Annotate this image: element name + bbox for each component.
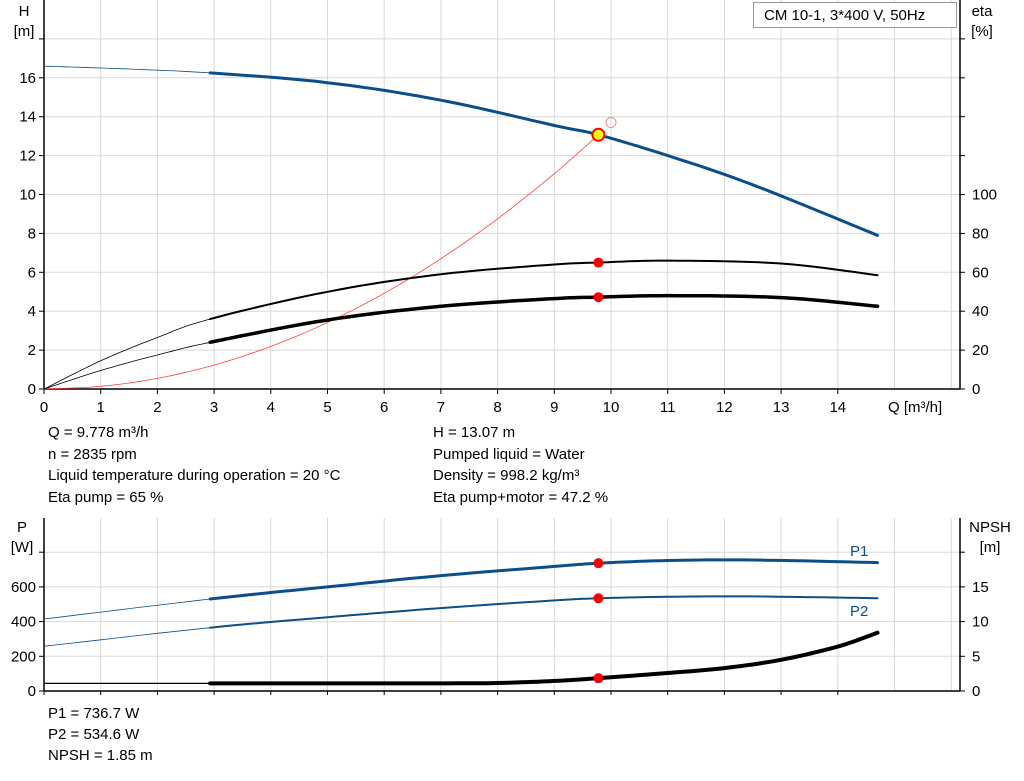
duty-point-eta-pump-marker xyxy=(593,257,604,268)
y2-axis-unit: [%] xyxy=(971,23,993,40)
npsh-curve xyxy=(208,630,880,686)
requested-point-marker xyxy=(605,117,617,129)
x-tick-label: 13 xyxy=(773,399,790,416)
duty-point-npsh-marker xyxy=(593,673,604,684)
y-tick-label: 10 xyxy=(19,187,36,204)
p1-label: P1 xyxy=(850,543,868,560)
x-tick-label: 8 xyxy=(493,399,501,416)
y-axis-unit: [m] xyxy=(14,23,35,40)
y-tick-label: 14 xyxy=(19,109,36,126)
info-p2: P2 = 534.6 W xyxy=(48,726,140,743)
info-npsh: NPSH = 1.85 m xyxy=(48,747,153,764)
info-head: H = 13.07 m xyxy=(433,424,516,441)
duty-point-head-marker xyxy=(591,127,606,142)
p-tick-label: 0 xyxy=(28,683,36,700)
info-flow: Q = 9.778 m³/h xyxy=(48,424,149,441)
x-tick-label: 0 xyxy=(40,399,48,416)
x-tick-label: 9 xyxy=(550,399,558,416)
y-tick-label: 0 xyxy=(28,381,36,398)
p-tick-label: 600 xyxy=(11,579,36,596)
p-tick-label: 400 xyxy=(11,614,36,631)
y2-tick-label: 0 xyxy=(972,381,980,398)
y-tick-label: 12 xyxy=(19,148,36,165)
x-tick-label: 3 xyxy=(210,399,218,416)
x-tick-label: 14 xyxy=(829,399,846,416)
p2-curve xyxy=(209,595,879,629)
duty-point-eta-total-marker xyxy=(593,292,604,303)
eta-pump-curve-extrapolated xyxy=(43,318,211,390)
x-tick-label: 7 xyxy=(437,399,445,416)
y-tick-label: 4 xyxy=(28,303,36,320)
y2-tick-label: 20 xyxy=(972,342,989,359)
system-curve xyxy=(43,134,599,390)
x-tick-label: 4 xyxy=(267,399,275,416)
p1-curve xyxy=(208,558,879,601)
x-tick-label: 12 xyxy=(716,399,733,416)
info-liquid: Pumped liquid = Water xyxy=(433,446,585,463)
npsh-tick-label: 10 xyxy=(972,614,989,631)
x-tick-label: 2 xyxy=(153,399,161,416)
info-temperature: Liquid temperature during operation = 20… xyxy=(48,467,341,484)
y-tick-label: 2 xyxy=(28,342,36,359)
duty-point-p2-marker xyxy=(593,593,604,604)
eta-total-curve xyxy=(208,293,880,345)
eta-pump-curve xyxy=(209,259,879,320)
info-density: Density = 998.2 kg/m³ xyxy=(433,467,580,484)
p-axis-label: P xyxy=(17,519,27,536)
head-curve-extrapolated xyxy=(43,65,211,74)
y2-tick-label: 100 xyxy=(972,187,997,204)
x-tick-label: 5 xyxy=(323,399,331,416)
p1-curve-extrapolated xyxy=(43,598,211,620)
y2-tick-label: 60 xyxy=(972,264,989,281)
info-eta-total: Eta pump+motor = 47.2 % xyxy=(433,489,609,506)
p2-curve-extrapolated xyxy=(43,627,211,647)
npsh-tick-label: 15 xyxy=(972,579,989,596)
y-tick-label: 6 xyxy=(28,264,36,281)
npsh-axis-label: NPSH xyxy=(969,519,1011,536)
npsh-axis-unit: [m] xyxy=(980,539,1001,556)
y2-axis-label: eta xyxy=(972,3,994,20)
p-axis-unit: [W] xyxy=(11,539,34,556)
info-p1: P1 = 736.7 W xyxy=(48,705,140,722)
x-tick-label: 10 xyxy=(603,399,620,416)
p-tick-label: 200 xyxy=(11,648,36,665)
info-speed: n = 2835 rpm xyxy=(48,446,137,463)
y-tick-label: 8 xyxy=(28,225,36,242)
chart-title: CM 10-1, 3*400 V, 50Hz xyxy=(753,2,957,28)
y2-tick-label: 80 xyxy=(972,225,989,242)
info-eta-pump: Eta pump = 65 % xyxy=(48,489,164,506)
x-tick-label: 11 xyxy=(660,399,676,416)
eta-total-curve-extrapolated xyxy=(43,341,211,390)
y2-tick-label: 40 xyxy=(972,303,989,320)
x-tick-label: 1 xyxy=(97,399,105,416)
y-axis-label: H xyxy=(19,3,30,20)
npsh-tick-label: 0 xyxy=(972,683,980,700)
head-curve xyxy=(208,71,879,237)
y-tick-label: 16 xyxy=(19,70,36,87)
x-axis-label: Q [m³/h] xyxy=(888,399,942,416)
duty-point-p1-marker xyxy=(593,558,604,569)
x-tick-label: 6 xyxy=(380,399,388,416)
npsh-tick-label: 5 xyxy=(972,648,980,665)
p2-label: P2 xyxy=(850,603,868,620)
